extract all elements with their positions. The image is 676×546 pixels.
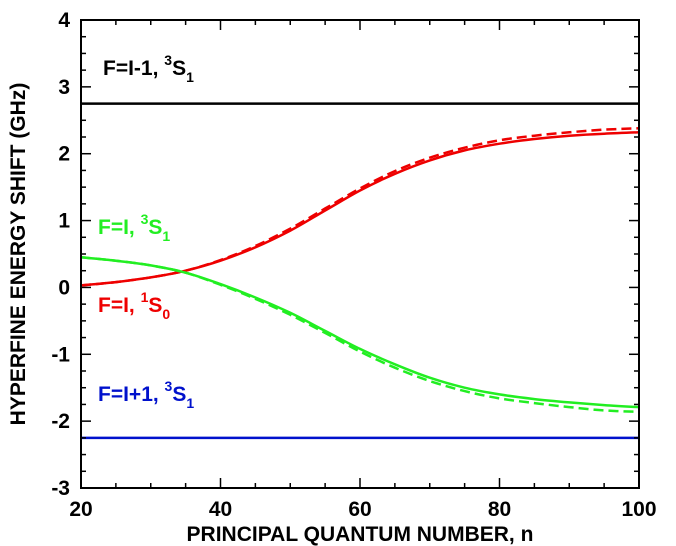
x-axis-title: PRINCIPAL QUANTUM NUMBER, n (187, 523, 534, 546)
annotation-sup: 3 (165, 378, 173, 394)
annotation-letter: S (148, 216, 162, 239)
plot-frame (80, 19, 640, 489)
series-line-4-dashed (80, 127, 640, 287)
x-tick-label: 40 (209, 498, 232, 521)
x-tick-label: 60 (348, 498, 371, 521)
annotation-sub: 1 (186, 69, 194, 85)
annotation-sub: 1 (162, 228, 170, 244)
y-tick-label: 3 (58, 76, 70, 99)
series-line-3-solid (80, 131, 640, 287)
series-line-6-dashed (80, 256, 640, 414)
annotation-sup: 3 (164, 52, 172, 68)
x-tick-label: 20 (69, 498, 92, 521)
x-tick-label: 80 (488, 498, 511, 521)
annotation-sup: 1 (141, 289, 149, 305)
y-tick-label: 1 (58, 210, 70, 233)
annotation-sub: 1 (186, 395, 194, 411)
annotation-main: F=I, (98, 294, 141, 317)
annotation-main: F=I, (98, 216, 141, 239)
annotation-letter: S (148, 294, 162, 317)
annotation-f-i-plus-1-3s1: F=I+1, 3S1 (98, 378, 194, 411)
annotation-main: F=I-1, (103, 57, 164, 80)
annotation-sub: 0 (162, 306, 170, 322)
annotation-f-i-minus-1-3s1: F=I-1, 3S1 (103, 52, 194, 85)
annotation-letter: S (172, 383, 186, 406)
annotation-main: F=I+1, (98, 383, 165, 406)
series-layer (80, 102, 640, 440)
y-axis-title: HYPERFINE ENERGY SHIFT (GHz) (7, 83, 30, 426)
y-tick-label: -2 (51, 410, 70, 433)
y-tick-label: 2 (58, 143, 70, 166)
y-tick-label: 0 (58, 276, 70, 299)
y-tick-label: 4 (58, 9, 70, 32)
annotation-letter: S (172, 57, 186, 80)
y-tick-label: -1 (51, 343, 70, 366)
annotation-f-i-3s1: F=I, 3S1 (98, 211, 170, 244)
annotation-f-i-1s0: F=I, 1S0 (98, 289, 170, 322)
y-tick-label: -3 (51, 477, 70, 500)
annotation-sup: 3 (141, 211, 149, 227)
x-tick-label: 100 (621, 498, 656, 521)
